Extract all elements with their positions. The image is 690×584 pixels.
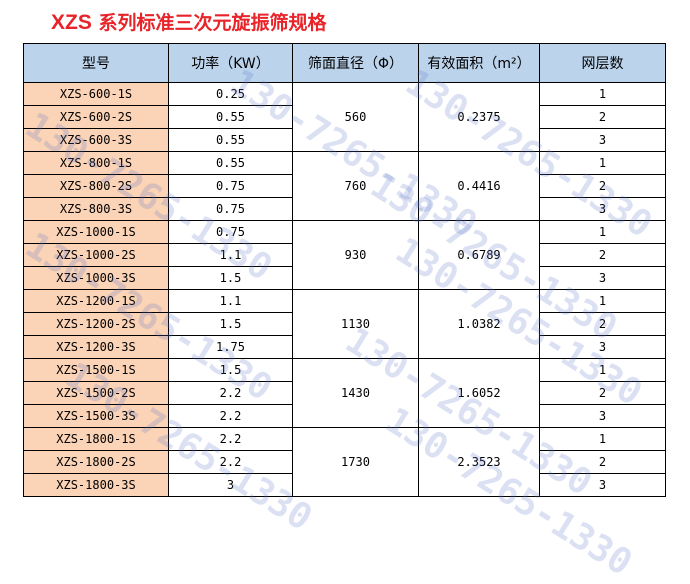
- power-cell: 0.55: [169, 106, 293, 129]
- header-power: 功率（KW）: [169, 44, 293, 83]
- table-row: XZS-1500-1S1.514301.60521: [24, 359, 666, 382]
- area-cell: 0.6789: [419, 221, 540, 290]
- table-body: XZS-600-1S0.255600.23751XZS-600-2S0.552X…: [24, 83, 666, 497]
- area-cell: 1.6052: [419, 359, 540, 428]
- layers-cell: 1: [540, 221, 666, 244]
- power-cell: 0.55: [169, 152, 293, 175]
- model-cell: XZS-1500-3S: [24, 405, 169, 428]
- layers-cell: 1: [540, 359, 666, 382]
- layers-cell: 2: [540, 244, 666, 267]
- power-cell: 2.2: [169, 405, 293, 428]
- model-cell: XZS-1800-3S: [24, 474, 169, 497]
- table-row: XZS-1000-1S0.759300.67891: [24, 221, 666, 244]
- power-cell: 0.75: [169, 221, 293, 244]
- power-cell: 1.5: [169, 359, 293, 382]
- layers-cell: 2: [540, 106, 666, 129]
- page-title: XZS 系列标准三次元旋振筛规格: [51, 9, 326, 37]
- model-cell: XZS-1000-1S: [24, 221, 169, 244]
- area-cell: 1.0382: [419, 290, 540, 359]
- model-cell: XZS-1200-3S: [24, 336, 169, 359]
- power-cell: 0.75: [169, 175, 293, 198]
- power-cell: 1.5: [169, 313, 293, 336]
- diameter-cell: 760: [293, 152, 419, 221]
- model-cell: XZS-1200-1S: [24, 290, 169, 313]
- model-cell: XZS-800-2S: [24, 175, 169, 198]
- page-title-text: 系列标准三次元旋振筛规格: [92, 12, 327, 34]
- model-cell: XZS-1000-3S: [24, 267, 169, 290]
- model-cell: XZS-800-1S: [24, 152, 169, 175]
- table-row: XZS-1800-1S2.217302.35231: [24, 428, 666, 451]
- power-cell: 3: [169, 474, 293, 497]
- area-cell: 0.4416: [419, 152, 540, 221]
- power-cell: 1.1: [169, 290, 293, 313]
- area-cell: 2.3523: [419, 428, 540, 497]
- power-cell: 2.2: [169, 382, 293, 405]
- model-cell: XZS-1800-1S: [24, 428, 169, 451]
- model-cell: XZS-1500-1S: [24, 359, 169, 382]
- layers-cell: 1: [540, 428, 666, 451]
- power-cell: 1.1: [169, 244, 293, 267]
- power-cell: 0.75: [169, 198, 293, 221]
- model-cell: XZS-1800-2S: [24, 451, 169, 474]
- model-cell: XZS-600-2S: [24, 106, 169, 129]
- table-row: XZS-800-1S0.557600.44161: [24, 152, 666, 175]
- model-cell: XZS-600-3S: [24, 129, 169, 152]
- diameter-cell: 1130: [293, 290, 419, 359]
- table-header-row: 型号 功率（KW） 筛面直径（Φ） 有效面积（m²） 网层数: [24, 44, 666, 83]
- power-cell: 1.5: [169, 267, 293, 290]
- layers-cell: 2: [540, 382, 666, 405]
- area-cell: 0.2375: [419, 83, 540, 152]
- spec-table: 型号 功率（KW） 筛面直径（Φ） 有效面积（m²） 网层数 XZS-600-1…: [23, 43, 666, 497]
- layers-cell: 3: [540, 474, 666, 497]
- layers-cell: 3: [540, 198, 666, 221]
- layers-cell: 2: [540, 451, 666, 474]
- power-cell: 2.2: [169, 428, 293, 451]
- layers-cell: 2: [540, 175, 666, 198]
- model-cell: XZS-600-1S: [24, 83, 169, 106]
- model-cell: XZS-1500-2S: [24, 382, 169, 405]
- layers-cell: 1: [540, 152, 666, 175]
- diameter-cell: 1730: [293, 428, 419, 497]
- layers-cell: 1: [540, 290, 666, 313]
- header-diameter: 筛面直径（Φ）: [293, 44, 419, 83]
- layers-cell: 3: [540, 405, 666, 428]
- layers-cell: 3: [540, 267, 666, 290]
- table-row: XZS-600-1S0.255600.23751: [24, 83, 666, 106]
- model-cell: XZS-1000-2S: [24, 244, 169, 267]
- diameter-cell: 1430: [293, 359, 419, 428]
- power-cell: 1.75: [169, 336, 293, 359]
- layers-cell: 1: [540, 83, 666, 106]
- header-area: 有效面积（m²）: [419, 44, 540, 83]
- header-model: 型号: [24, 44, 169, 83]
- power-cell: 0.25: [169, 83, 293, 106]
- page-title-code: XZS: [51, 11, 92, 34]
- layers-cell: 3: [540, 129, 666, 152]
- model-cell: XZS-1200-2S: [24, 313, 169, 336]
- power-cell: 0.55: [169, 129, 293, 152]
- diameter-cell: 560: [293, 83, 419, 152]
- power-cell: 2.2: [169, 451, 293, 474]
- model-cell: XZS-800-3S: [24, 198, 169, 221]
- diameter-cell: 930: [293, 221, 419, 290]
- layers-cell: 2: [540, 313, 666, 336]
- layers-cell: 3: [540, 336, 666, 359]
- header-layers: 网层数: [540, 44, 666, 83]
- table-row: XZS-1200-1S1.111301.03821: [24, 290, 666, 313]
